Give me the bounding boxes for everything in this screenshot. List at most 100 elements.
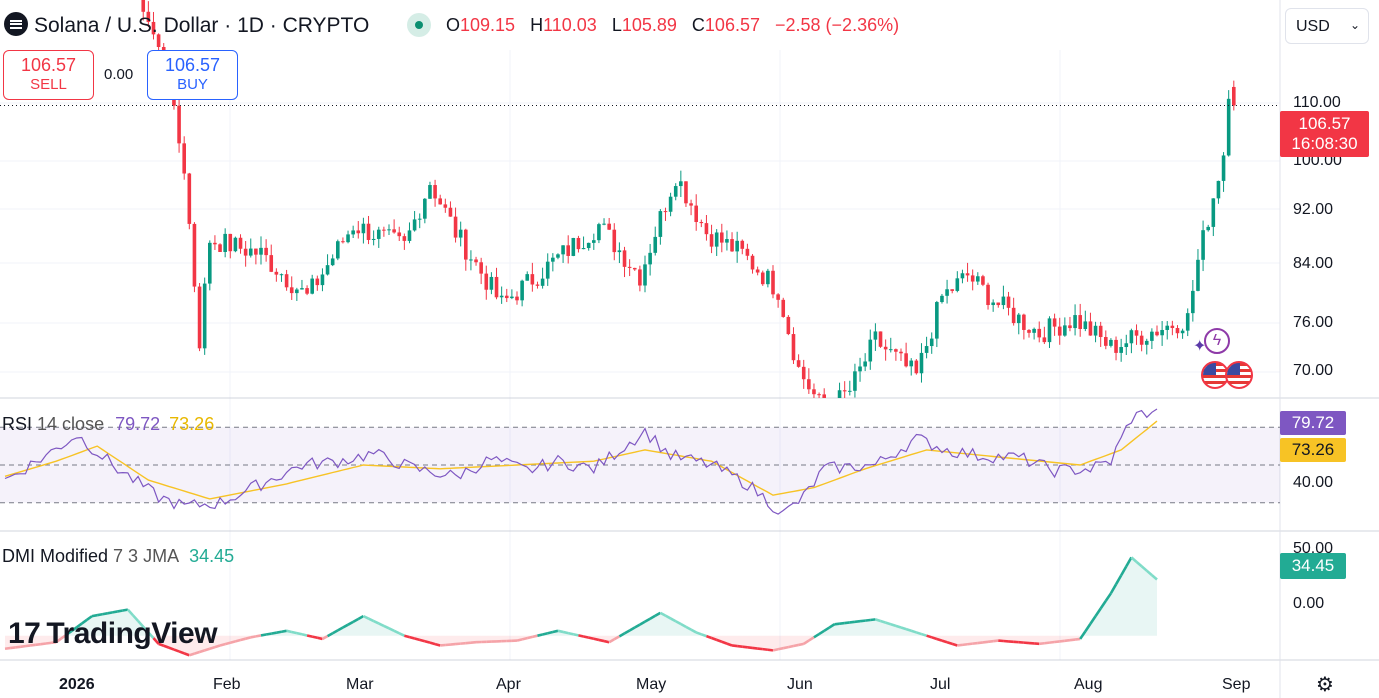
dmi-segment [982, 640, 989, 644]
dmi-fill [1121, 566, 1127, 636]
candle-body [1170, 325, 1175, 329]
candle-body [730, 239, 734, 252]
candle-body [689, 203, 693, 206]
dmi-segment [240, 637, 246, 642]
buy-button[interactable]: 106.57 BUY [147, 50, 238, 100]
settings-icon[interactable]: ⚙ [1316, 674, 1334, 696]
candle-body [412, 219, 417, 231]
symbol-title[interactable]: Solana / U.S. Dollar · 1D · CRYPTO [34, 14, 370, 37]
candle-body [146, 11, 151, 22]
dmi-segment [905, 627, 912, 633]
dmi-segment [204, 647, 211, 652]
candle-body [945, 289, 949, 296]
dmi-segment [931, 636, 938, 641]
dmi-fill [1116, 575, 1122, 636]
dmi-fill [962, 635, 968, 645]
dmi-segment [40, 642, 47, 646]
candle-body [704, 223, 709, 235]
candle-body [1027, 329, 1031, 333]
dmi-segment [583, 635, 589, 639]
lightning-event-icon[interactable]: ϟ [1204, 328, 1230, 354]
dmi-segment [291, 630, 298, 635]
dmi-segment [890, 623, 897, 628]
dmi-segment [659, 611, 667, 617]
dmi-segment [199, 649, 206, 654]
dmi-fill [1136, 561, 1142, 636]
dmi-segment [209, 645, 216, 650]
candle-body [1160, 329, 1164, 336]
time-tick-label: Aug [1074, 676, 1103, 693]
candle-body [1016, 314, 1021, 324]
dmi-segment [1044, 641, 1050, 645]
candle-body [305, 288, 309, 294]
candle-body [1165, 325, 1170, 330]
dmi-fill [214, 635, 221, 648]
dmi-segment [75, 622, 83, 629]
candle-body [955, 278, 960, 291]
dmi-fill [1151, 575, 1157, 636]
candle-body [617, 250, 622, 253]
dmi-segment [926, 634, 933, 639]
rsi-legend[interactable]: RSI 14 close 79.72 73.26 [2, 414, 214, 435]
dmi-segment [951, 642, 958, 647]
candle-body [382, 229, 386, 231]
dmi-segment [1114, 574, 1123, 585]
dmi-fill [1100, 600, 1106, 636]
rsi-value-badge: 79.72 [1280, 411, 1346, 435]
dmi-segment [296, 631, 303, 636]
dmi-fill [199, 635, 205, 652]
candle-body [1098, 325, 1103, 338]
candle-body [1155, 331, 1159, 336]
dmi-fill [670, 618, 676, 636]
dmi-fill [1013, 635, 1019, 643]
dmi-fill [112, 611, 118, 636]
dmi-fill [957, 635, 963, 646]
candle-body [1073, 315, 1077, 329]
dmi-fill [209, 635, 215, 649]
candle-body [919, 352, 924, 374]
dmi-segment [126, 608, 134, 617]
time-tick-label: May [636, 676, 667, 693]
dmi-fill [875, 619, 881, 636]
candle-body [996, 302, 1001, 306]
dmi-segment [705, 634, 713, 640]
dmi-segment [967, 642, 973, 646]
candle-body [208, 242, 212, 284]
candle-body [1185, 313, 1190, 331]
candle-body [346, 234, 350, 243]
candle-body [213, 242, 217, 245]
dmi-segment [839, 621, 845, 625]
market-status-icon[interactable] [407, 13, 431, 37]
dmi-segment [81, 618, 88, 625]
dmi-segment [603, 639, 610, 644]
dmi-segment [1151, 574, 1158, 581]
candle-body [484, 273, 489, 290]
dmi-segment [30, 643, 36, 647]
dmi-segment [173, 648, 180, 653]
dmi-segment [132, 614, 140, 622]
dmi-segment [578, 634, 584, 638]
candle-body [694, 205, 698, 223]
dmi-segment [147, 631, 155, 640]
dmi-fill [1023, 635, 1029, 644]
dmi-segment [547, 630, 554, 635]
dmi-segment [260, 633, 267, 637]
dmi-legend[interactable]: DMI Modified 7 3 JMA 34.45 [2, 546, 234, 567]
currency-select[interactable]: USD ⌄ [1285, 8, 1369, 44]
candle-body [1068, 325, 1072, 329]
dmi-segment [404, 634, 410, 639]
time-tick-label: Apr [496, 676, 521, 693]
dmi-segment [562, 630, 569, 635]
dmi-fill [25, 635, 31, 647]
sell-button[interactable]: 106.57 SELL [3, 50, 94, 100]
candle-body [561, 245, 565, 255]
dmi-segment [844, 621, 850, 625]
tradingview-logo[interactable]: 17 TradingView [8, 617, 218, 651]
dmi-segment [393, 629, 400, 635]
dmi-segment [957, 643, 963, 647]
dmi-segment [669, 617, 677, 623]
candle-body [720, 232, 724, 243]
dmi-segment [20, 644, 26, 649]
dmi-segment [142, 625, 150, 634]
